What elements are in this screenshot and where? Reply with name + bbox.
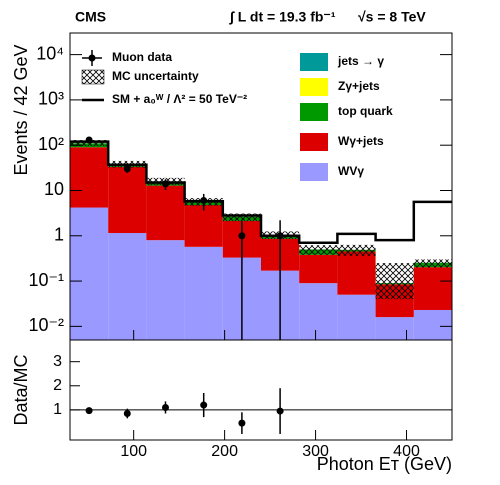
y-tick-label: 10⁻² (28, 315, 64, 335)
mc-uncertainty-band (337, 244, 376, 256)
legend-swatch (300, 53, 328, 71)
y-tick-label: 1 (54, 225, 64, 245)
stack-bar (337, 294, 376, 340)
stack-bar (184, 246, 223, 340)
ratio-point (85, 407, 93, 415)
y-tick-label: 10³ (38, 89, 64, 109)
legend-swatch (300, 78, 328, 96)
stack-bar (413, 267, 452, 310)
energy: √s = 8 TeV (358, 9, 426, 25)
legend-label: SM + a₀ᵂ / Λ² = 50 TeV⁻² (112, 92, 247, 106)
mc-uncertainty-band (299, 245, 338, 255)
legend-swatch (81, 69, 105, 85)
data-point (85, 136, 93, 144)
x-tick-label: 200 (211, 443, 238, 460)
stack-bar (299, 254, 338, 284)
ratio-y-axis-label: Data/MC (11, 354, 31, 425)
ratio-point (276, 407, 284, 415)
x-tick-label: 400 (393, 443, 420, 460)
stack-bar (70, 147, 109, 208)
y-tick-label: 10 (44, 179, 64, 199)
y-axis-label: Events / 42 GeV (11, 44, 31, 175)
ratio-point (123, 409, 131, 417)
legend-label: Wγ+jets (338, 134, 384, 148)
stack-bar (146, 240, 185, 340)
x-axis-label: Photon Eᴛ (GeV) (317, 454, 452, 474)
ratio-y-tick-label: 1 (53, 401, 62, 418)
legend-label: top quark (338, 104, 393, 118)
y-tick-label: 10² (38, 134, 64, 154)
data-point (276, 232, 284, 240)
cms-label: CMS (75, 9, 106, 25)
legend-label: Muon data (112, 50, 172, 64)
ratio-y-tick-label: 3 (53, 353, 62, 370)
x-tick-label: 300 (302, 443, 329, 460)
stack-bar (299, 283, 338, 340)
y-tick-label: 10⁻¹ (28, 270, 64, 290)
stack-bar (184, 205, 223, 247)
legend-swatch (300, 103, 328, 121)
data-point (162, 180, 169, 188)
stack-bar (108, 166, 147, 234)
stack-bar (413, 309, 452, 340)
data-point (123, 165, 131, 173)
data-point (238, 232, 246, 240)
x-tick-label: 100 (120, 443, 147, 460)
stack-bar (375, 317, 414, 340)
luminosity: ∫ L dt = 19.3 fb⁻¹ (229, 9, 336, 26)
mc-uncertainty-band (375, 263, 414, 300)
ratio-point (200, 401, 208, 409)
legend-label: Zγ+jets (338, 79, 380, 93)
stack-bar (70, 207, 109, 340)
mc-uncertainty-band (413, 259, 452, 268)
ratio-y-tick-label: 2 (53, 377, 62, 394)
stack-bar (146, 185, 185, 241)
y-tick-label: 10⁴ (36, 43, 64, 63)
legend-label: MC uncertainty (112, 69, 199, 83)
ratio-frame (69, 339, 453, 441)
mc-uncertainty-band (222, 213, 261, 222)
data-point (200, 197, 208, 205)
legend-label: jets → γ (337, 54, 384, 68)
stack-bar (108, 233, 147, 340)
legend-label: WVγ (338, 164, 364, 178)
legend-data-marker (88, 54, 96, 62)
signal-line (70, 140, 452, 245)
stack-bar (337, 251, 376, 295)
ratio-point (238, 419, 246, 427)
legend-swatch (300, 163, 328, 181)
ratio-point (162, 403, 169, 411)
legend-swatch (300, 133, 328, 151)
